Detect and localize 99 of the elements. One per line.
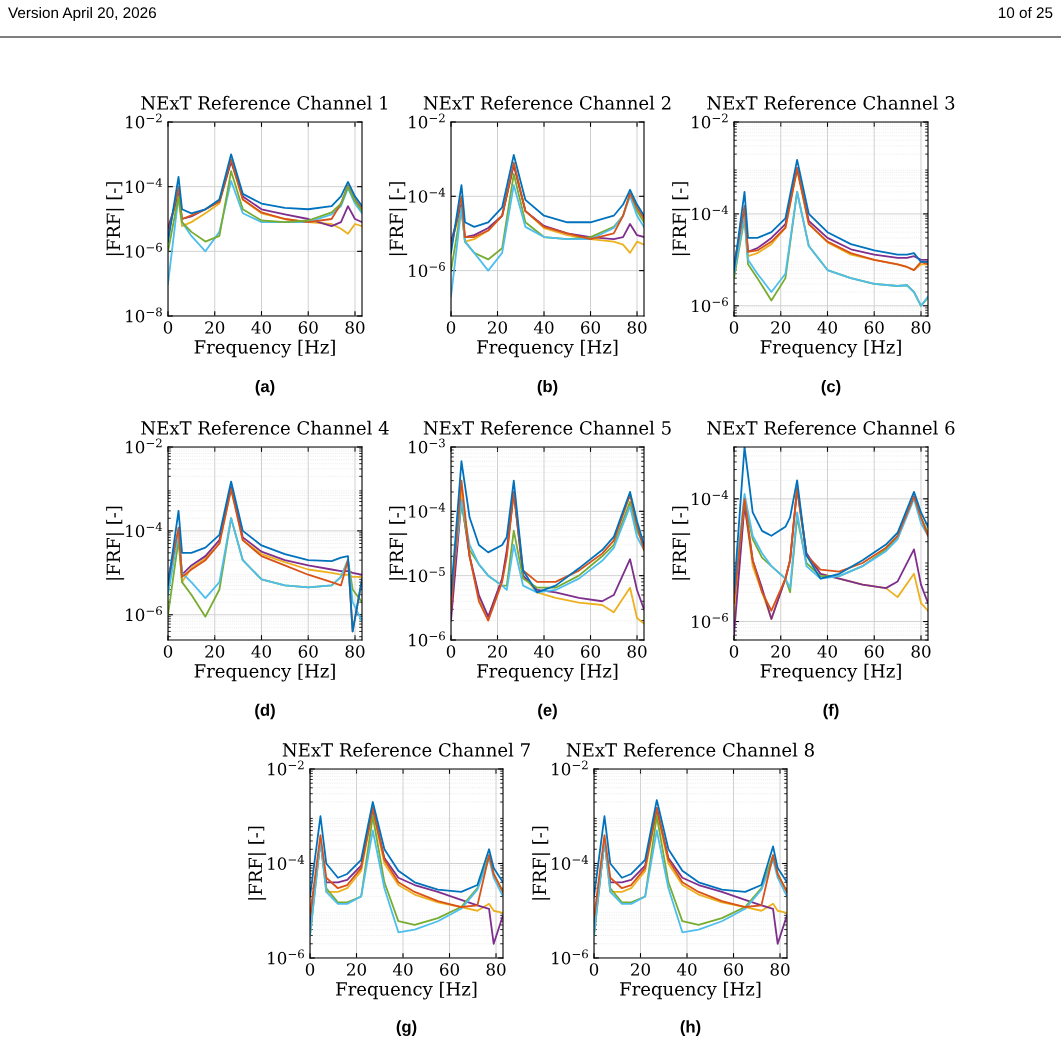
x-axis-title: Frequency [Hz] [477,339,618,358]
chart-title: NExT Reference Channel 2 [423,95,671,110]
x-tick-label: 80 [627,321,647,334]
y-tick-label: 10$^{−2}$ [552,760,588,776]
x-tick-label: 60 [864,321,884,334]
x-tick-label: 80 [345,645,365,658]
y-tick-label: 10$^{−6}$ [126,242,162,258]
x-tick-label: 40 [251,645,271,658]
y-tick-label: 10$^{−6}$ [692,613,728,628]
x-tick-label: 40 [392,963,413,976]
x-tick-label: 20 [488,321,507,334]
x-tick-label: 40 [817,321,837,334]
x-tick-label: 40 [533,645,554,658]
y-tick-label: 10$^{−2}$ [409,113,445,129]
text: (f) [823,703,839,720]
text: (g) [396,1020,417,1036]
x-tick-label: 20 [771,645,791,658]
y-tick-label: 10$^{−4}$ [409,502,446,518]
chart-title: NExT Reference Channel 3 [707,95,955,110]
chart-title: NExT Reference Channel 8 [566,742,814,757]
text: (b) [537,380,558,396]
x-tick-label: 0 [729,321,739,334]
y-tick-label: 10$^{−8}$ [126,307,162,323]
y-tick-label: 10$^{−3}$ [409,438,445,454]
x-tick-label: 20 [205,645,225,658]
x-tick-label: 80 [911,321,931,334]
x-tick-label: 0 [729,645,739,658]
x-tick-label: 0 [446,645,456,658]
text: 10 of 25 [998,6,1053,19]
x-tick-label: 60 [724,963,744,976]
x-tick-label: 60 [864,645,884,658]
text: (c) [821,380,841,396]
x-tick-label: 60 [581,321,601,334]
x-tick-label: 80 [770,963,790,976]
x-tick-label: 20 [205,321,225,334]
y-tick-label: 10$^{−2}$ [692,113,728,129]
x-tick-label: 80 [345,321,365,334]
y-tick-label: 10$^{−6}$ [552,949,588,965]
x-tick-label: 40 [533,321,554,334]
chart-title: NExT Reference Channel 4 [141,420,389,435]
x-axis-title: Frequency [Hz] [477,663,618,682]
y-axis-title: |FRF| [-] [672,182,691,256]
y-axis-title: |FRF| [-] [672,506,691,580]
y-tick-label: 10$^{−4}$ [692,490,729,506]
chart-title: NExT Reference Channel 1 [141,95,388,110]
y-tick-label: 10$^{−4}$ [692,205,729,221]
text: (e) [538,703,557,720]
y-axis-title: |FRF| [-] [248,826,267,900]
x-tick-label: 40 [676,963,697,976]
y-tick-label: 10$^{−6}$ [692,297,728,313]
y-tick-label: 10$^{−6}$ [409,262,445,278]
x-tick-label: 0 [163,645,173,658]
x-tick-label: 0 [589,963,599,976]
x-tick-label: 80 [486,963,506,976]
y-axis-title: |FRF| [-] [106,182,125,256]
y-tick-label: 10$^{−4}$ [268,855,305,870]
y-tick-label: 10$^{−2}$ [126,438,162,454]
x-tick-label: 80 [627,645,647,658]
text: (d) [255,703,275,720]
x-axis-title: Frequency [Hz] [760,663,901,682]
y-tick-label: 10$^{−5}$ [409,567,445,583]
y-tick-label: 10$^{−6}$ [409,631,445,647]
x-tick-label: 80 [911,645,931,658]
text: (h) [680,1020,701,1036]
chart-title: NExT Reference Channel 5 [423,420,671,435]
text: Version April 20, 2026 [8,6,156,22]
x-axis-title: Frequency [Hz] [760,339,901,358]
x-tick-label: 20 [771,321,791,334]
chart-title: NExT Reference Channel 7 [282,742,530,757]
y-axis-title: |FRF| [-] [532,826,551,900]
x-tick-label: 60 [298,321,318,334]
x-tick-label: 60 [298,645,318,658]
y-tick-label: 10$^{−6}$ [268,949,304,965]
text: (a) [255,380,275,396]
y-tick-label: 10$^{−4}$ [126,178,163,194]
x-axis-title: Frequency [Hz] [194,339,335,358]
x-tick-label: 20 [631,963,650,976]
chart-title: NExT Reference Channel 6 [707,420,955,435]
y-axis-title: |FRF| [-] [389,182,408,256]
y-tick-label: 10$^{−6}$ [126,606,162,622]
x-tick-label: 40 [817,645,837,658]
y-axis-title: |FRF| [-] [106,506,125,580]
y-tick-label: 10$^{−2}$ [268,760,304,776]
x-axis-title: Frequency [Hz] [336,981,477,1000]
x-tick-label: 0 [305,963,315,976]
x-axis-title: Frequency [Hz] [194,663,335,682]
x-tick-label: 60 [581,645,601,658]
x-tick-label: 0 [163,321,173,334]
x-tick-label: 60 [440,963,460,976]
x-tick-label: 0 [446,321,456,334]
x-tick-label: 40 [251,321,271,334]
y-tick-label: 10$^{−4}$ [552,855,589,870]
y-tick-label: 10$^{−4}$ [409,187,446,203]
x-tick-label: 20 [347,963,366,976]
x-axis-title: Frequency [Hz] [620,981,761,1000]
x-tick-label: 20 [488,645,507,658]
y-tick-label: 10$^{−2}$ [126,113,162,129]
y-tick-label: 10$^{−4}$ [126,522,163,538]
y-axis-title: |FRF| [-] [389,506,408,580]
